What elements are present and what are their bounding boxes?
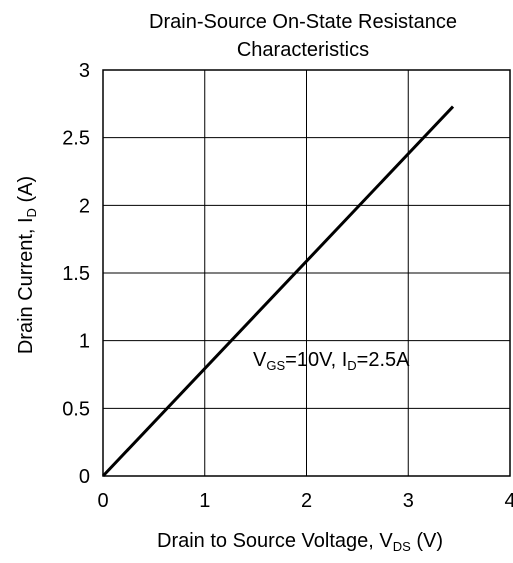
- x-tick-label-4: 4: [504, 490, 513, 512]
- chart-title-line2: Characteristics: [237, 39, 369, 61]
- chart-title-line1: Drain-Source On-State Resistance: [149, 11, 457, 33]
- y-axis-label-unit: (A): [15, 176, 37, 208]
- x-tick-labels: 0 1 2 3 4: [97, 490, 513, 512]
- x-tick-label-0: 0: [97, 490, 108, 512]
- x-tick-label-3: 3: [403, 490, 414, 512]
- y-tick-label-4: 2: [79, 195, 90, 217]
- y-tick-label-0: 0: [79, 466, 90, 488]
- vgs-subscript: GS: [266, 358, 285, 373]
- y-axis-label-main: Drain Current, I: [15, 217, 37, 354]
- x-tick-label-1: 1: [199, 490, 210, 512]
- y-tick-label-6: 3: [79, 60, 90, 82]
- series-layer: [101, 105, 455, 478]
- vgs-value: =10V,: [285, 349, 342, 371]
- x-axis-label-unit: (V): [411, 530, 443, 552]
- y-tick-labels: 0 0.5 1 1.5 2 2.5 3: [62, 60, 90, 488]
- id-subscript: D: [347, 358, 356, 373]
- x-axis-label-main: Drain to Source Voltage, V: [157, 530, 393, 552]
- x-axis-label: Drain to Source Voltage, VDS (V): [157, 530, 443, 554]
- grid-lines: [103, 70, 510, 476]
- id-base: I: [342, 349, 348, 371]
- y-axis-label: Drain Current, ID (A): [15, 176, 39, 354]
- y-tick-label-2: 1: [79, 331, 90, 353]
- y-tick-label-3: 1.5: [62, 263, 90, 285]
- id-value: =2.5A: [357, 349, 410, 371]
- conditions-annotation: VGS=10V, ID=2.5A: [253, 349, 410, 373]
- plot-frame: [102, 69, 511, 477]
- x-axis-label-sub: DS: [393, 539, 411, 554]
- y-axis-label-sub: D: [24, 208, 39, 217]
- series-line-0: [101, 105, 455, 478]
- y-tick-label-1: 0.5: [62, 398, 90, 420]
- y-tick-label-5: 2.5: [62, 128, 90, 150]
- x-tick-label-2: 2: [301, 490, 312, 512]
- vgs-base: V: [253, 349, 267, 371]
